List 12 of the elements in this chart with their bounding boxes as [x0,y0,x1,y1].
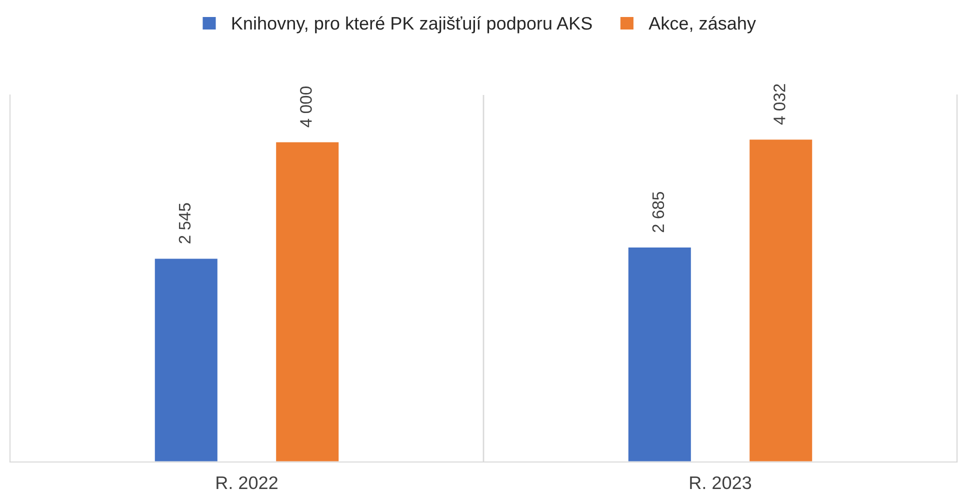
data-label: 4 000 [300,86,312,128]
bar [748,138,814,462]
x-tick-label: R. 2022 [216,476,278,490]
data-label: 4 032 [774,84,786,125]
bar [626,246,692,462]
data-label: 2 685 [652,192,664,232]
legend-label: Akce, zásahy [648,16,756,34]
bar [153,257,219,462]
x-tick-label: R. 2023 [690,476,752,490]
bar [274,140,340,462]
legend-label: Knihovny, pro které PK zajišťují podporu AKS [232,16,592,34]
data-label: 2 545 [178,203,191,244]
